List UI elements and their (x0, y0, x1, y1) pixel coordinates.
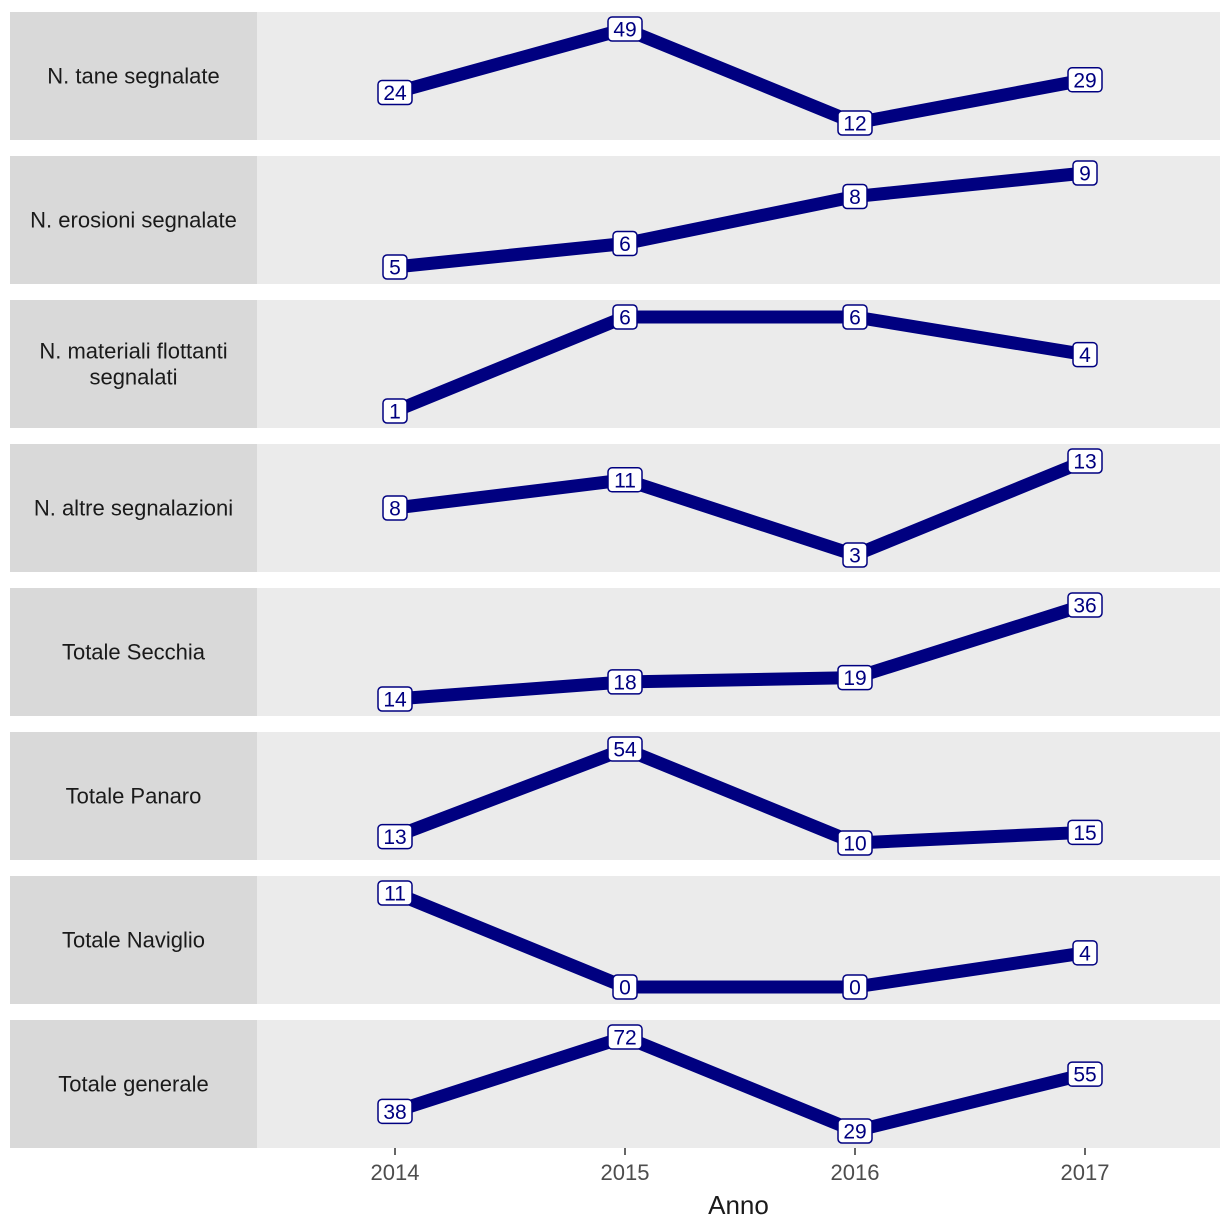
data-label-box (607, 1024, 643, 1050)
data-label: 18 (613, 671, 636, 694)
data-label: 29 (843, 1121, 866, 1144)
data-label-box (382, 254, 408, 280)
data-label: 14 (383, 689, 407, 712)
data-label-box (1067, 67, 1103, 93)
data-label: 12 (843, 113, 866, 136)
data-label-box (1072, 160, 1098, 186)
data-label-box (607, 669, 643, 695)
data-label-box (377, 686, 413, 712)
facet-strip (10, 12, 257, 140)
x-tick-label: 2015 (601, 1160, 650, 1185)
data-label-box (382, 398, 408, 424)
data-label-box (842, 542, 868, 568)
facet-strip (10, 300, 257, 428)
data-label-box (842, 183, 868, 210)
x-tick-label: 2017 (1061, 1160, 1110, 1185)
data-label: 6 (849, 307, 861, 330)
series-line (393, 22, 1087, 130)
facet-strip (10, 732, 257, 860)
facet-label: Totale Naviglio (62, 928, 205, 953)
data-label-box (837, 110, 873, 136)
x-axis-title: Anno (708, 1190, 769, 1216)
facet-label: N. tane segnalate (47, 64, 219, 89)
facet-strip (10, 156, 257, 284)
series-line (392, 310, 1087, 418)
data-label: 8 (389, 498, 401, 521)
data-label-box (607, 467, 643, 493)
data-label: 9 (1079, 163, 1091, 186)
data-label-box (612, 974, 638, 1000)
facet-label: N. materiali flottanti (39, 339, 227, 364)
data-label: 49 (613, 19, 636, 42)
data-label: 55 (1073, 1064, 1096, 1087)
data-label: 5 (389, 257, 401, 280)
data-label: 13 (1073, 451, 1096, 474)
series-line (394, 598, 1087, 706)
data-label-box (377, 823, 413, 850)
data-label: 8 (849, 186, 861, 209)
series-line (394, 166, 1086, 274)
data-label-box (837, 664, 873, 691)
series-line (394, 454, 1088, 562)
data-label-box (1067, 1061, 1103, 1087)
data-label-box (1072, 940, 1098, 966)
data-label: 11 (614, 469, 636, 492)
data-label: 54 (613, 739, 637, 762)
facet-strip (10, 444, 257, 572)
facet-label: segnalati (89, 365, 177, 390)
data-label: 19 (843, 667, 866, 690)
x-tick-label: 2014 (371, 1160, 420, 1185)
facet-strip (10, 1020, 257, 1148)
data-label: 10 (843, 833, 866, 856)
data-label: 0 (619, 977, 631, 1000)
data-label: 6 (619, 307, 631, 330)
data-label-box (837, 1118, 873, 1144)
data-label-box (837, 830, 873, 856)
series-line (392, 886, 1086, 994)
series-line (393, 1030, 1087, 1138)
data-label-box (612, 230, 638, 257)
facet-label: N. erosioni segnalate (30, 208, 237, 233)
data-label: 0 (849, 977, 861, 1000)
data-label: 24 (383, 82, 407, 105)
facet-strip (10, 876, 257, 1004)
facet-label: Totale Panaro (66, 784, 202, 809)
data-label-box (1067, 592, 1103, 618)
data-label: 6 (619, 233, 631, 256)
data-label: 72 (613, 1027, 636, 1050)
data-label: 29 (1073, 69, 1096, 92)
data-label-box (842, 304, 868, 330)
data-label-box (377, 880, 413, 906)
facet-label: N. altre segnalazioni (34, 496, 233, 521)
data-label-box (842, 974, 868, 1000)
data-label-box (607, 736, 643, 762)
data-label: 4 (1079, 344, 1091, 367)
data-label: 38 (383, 1101, 406, 1124)
data-label: 36 (1073, 595, 1096, 618)
facet-label: Totale Secchia (62, 640, 206, 665)
data-label-box (382, 495, 408, 521)
data-label: 13 (383, 826, 406, 849)
data-label-box (607, 16, 643, 42)
facet-label: Totale generale (58, 1072, 208, 1097)
series-line (392, 742, 1086, 850)
data-label: 11 (384, 883, 406, 906)
data-label: 15 (1073, 822, 1096, 845)
data-label: 1 (389, 401, 401, 424)
data-label-box (377, 1098, 413, 1125)
facet-strip (10, 588, 257, 716)
data-label-box (1067, 448, 1103, 474)
data-label-box (612, 304, 638, 330)
x-tick-label: 2016 (831, 1160, 880, 1185)
data-label-box (377, 79, 413, 106)
data-label: 4 (1079, 942, 1091, 965)
data-label: 3 (849, 545, 861, 568)
data-label-box (1067, 819, 1103, 846)
data-label-box (1072, 341, 1098, 368)
